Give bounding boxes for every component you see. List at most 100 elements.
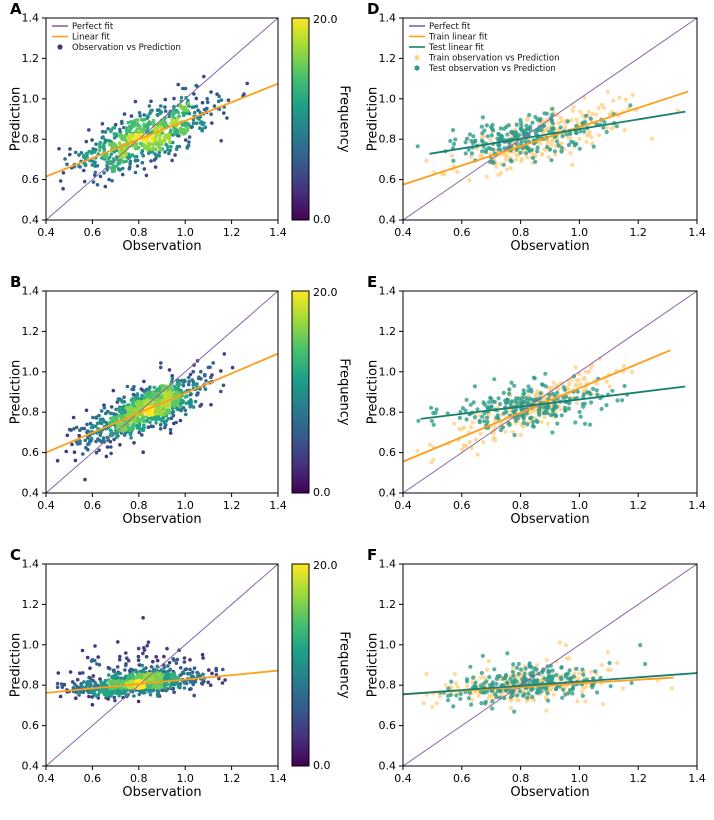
y-tick-label: 1.4 bbox=[22, 558, 40, 571]
panel-letter-F: F bbox=[367, 546, 378, 564]
perfect-fit-line bbox=[45, 563, 279, 767]
colorbar-max-label: 20.0 bbox=[313, 286, 338, 299]
perfect-fit-line bbox=[402, 17, 698, 221]
y-tick-label: 0.4 bbox=[22, 214, 40, 227]
x-tick-label: 1.0 bbox=[176, 226, 194, 239]
train-fit-line bbox=[402, 349, 671, 463]
train-fit-line bbox=[402, 90, 689, 186]
x-tick-label: 1.4 bbox=[688, 772, 706, 785]
legend-item-label: Train observation vs Prediction bbox=[428, 54, 559, 64]
panel-letter-E: E bbox=[367, 273, 378, 291]
y-axis-label: Prediction bbox=[8, 86, 24, 152]
y-tick-label: 0.8 bbox=[22, 133, 40, 146]
axis-ticks: 0.40.4 0.6 0.6 0.8 0.8 1.0 1.0 1.2 1.2 1.4 1.4 bbox=[22, 558, 287, 786]
x-tick-label: 0.4 bbox=[394, 226, 412, 239]
x-tick-label: 1.2 bbox=[223, 226, 241, 239]
y-tick-label: 0.6 bbox=[22, 719, 40, 732]
colorbar-min-label: 0.0 bbox=[313, 486, 331, 499]
x-tick-label: 0.4 bbox=[37, 772, 55, 785]
plot-frame bbox=[45, 17, 279, 221]
linear-fit-line bbox=[45, 352, 279, 454]
panel-D-canvas: 0.40.4 0.6 0.6 0.8 0.8 1.0 1.0 1.2 1.2 1.4 1.4 Perf… bbox=[379, 12, 706, 240]
y-tick-label: 0.8 bbox=[22, 406, 40, 419]
legend-item-label: Test observation vs Prediction bbox=[428, 64, 556, 74]
plot-frame bbox=[45, 290, 279, 494]
x-tick-label: 0.4 bbox=[37, 499, 55, 512]
y-tick-label: 0.8 bbox=[379, 133, 397, 146]
y-tick-label: 1.0 bbox=[22, 92, 40, 105]
x-tick-label: 1.4 bbox=[269, 499, 287, 512]
panel-D: D 0.4 0.4 0.6 0.6 0.8 0.8 1.0 1.0 1.2 1.2 1.4 1.4 Pe… bbox=[357, 0, 714, 273]
y-axis-label: Prediction bbox=[365, 359, 381, 425]
x-tick-label: 1.0 bbox=[176, 772, 194, 785]
x-tick-label: 1.0 bbox=[571, 772, 589, 785]
x-tick-label: 1.2 bbox=[629, 772, 647, 785]
y-tick-label: 1.2 bbox=[379, 52, 397, 65]
plot-frame bbox=[402, 563, 698, 767]
y-tick-label: 1.0 bbox=[379, 365, 397, 378]
x-axis-label: Observation bbox=[510, 239, 590, 254]
legend-dot-sample bbox=[57, 44, 63, 50]
colorbar-label: Frequency bbox=[336, 631, 352, 699]
legend-item-label: Test linear fit bbox=[428, 43, 485, 53]
legend-item-label: Linear fit bbox=[72, 33, 110, 43]
panel-letter-A: A bbox=[10, 0, 22, 18]
test-scatter-points bbox=[416, 371, 630, 438]
colorbar-max-label: 20.0 bbox=[313, 13, 338, 26]
y-tick-label: 0.4 bbox=[379, 214, 397, 227]
y-axis-label: Prediction bbox=[365, 86, 381, 152]
density-scatter-points bbox=[55, 616, 227, 707]
x-tick-label: 1.2 bbox=[629, 499, 647, 512]
x-tick-label: 0.6 bbox=[453, 226, 471, 239]
x-tick-label: 0.4 bbox=[394, 772, 412, 785]
y-tick-label: 1.2 bbox=[22, 52, 40, 65]
y-tick-label: 1.0 bbox=[22, 638, 40, 651]
linear-fit-line bbox=[45, 82, 279, 178]
x-tick-label: 0.4 bbox=[37, 226, 55, 239]
panel-A: A 0.4 0.4 0.6 0.6 0.8 0.8 1.0 1.0 1.2 1.2 1.4 1.4 Pe… bbox=[0, 0, 357, 273]
x-tick-label: 1.0 bbox=[571, 499, 589, 512]
x-axis-label: Observation bbox=[122, 239, 202, 254]
x-axis-label: Observation bbox=[122, 785, 202, 800]
axis-ticks: 0.40.4 0.6 0.6 0.8 0.8 1.0 1.0 1.2 1.2 1.4 1.4 bbox=[22, 12, 287, 240]
y-axis-label: Prediction bbox=[8, 359, 24, 425]
y-tick-label: 1.4 bbox=[22, 285, 40, 298]
legend-item-label: Perfect fit bbox=[429, 22, 471, 32]
y-tick-label: 0.4 bbox=[379, 760, 397, 773]
x-tick-label: 1.4 bbox=[269, 772, 287, 785]
legend-dot-sample bbox=[414, 65, 420, 71]
x-tick-label: 1.4 bbox=[269, 226, 287, 239]
panel-letter-B: B bbox=[10, 273, 22, 291]
x-tick-label: 0.8 bbox=[130, 499, 148, 512]
panel-C: C 0.4 0.4 0.6 0.6 0.8 0.8 1.0 1.0 1.2 1.2 1.4 1.4 20… bbox=[0, 546, 357, 820]
axis-ticks: 0.40.4 0.6 0.6 0.8 0.8 1.0 1.0 1.2 1.2 1.4 1.4 bbox=[379, 285, 706, 513]
axis-ticks: 0.40.4 0.6 0.6 0.8 0.8 1.0 1.0 1.2 1.2 1.4 1.4 bbox=[379, 558, 706, 786]
x-tick-label: 0.8 bbox=[512, 772, 529, 785]
y-tick-label: 0.4 bbox=[379, 487, 397, 500]
y-tick-label: 0.6 bbox=[379, 446, 397, 459]
x-tick-label: 1.2 bbox=[223, 499, 241, 512]
test-fit-line bbox=[429, 110, 686, 155]
perfect-fit-line bbox=[402, 563, 698, 767]
panel-E-canvas: 0.40.4 0.6 0.6 0.8 0.8 1.0 1.0 1.2 1.2 1.4 1.4 bbox=[379, 285, 706, 513]
x-tick-label: 0.8 bbox=[512, 226, 529, 239]
panel-F: F 0.4 0.4 0.6 0.6 0.8 0.8 1.0 1.0 1.2 1.2 1.4 1.4 O… bbox=[357, 546, 714, 820]
y-tick-label: 1.0 bbox=[379, 638, 397, 651]
y-tick-label: 1.4 bbox=[379, 558, 397, 571]
legend-item-label: Train linear fit bbox=[428, 33, 488, 43]
plot-frame bbox=[45, 563, 279, 767]
colorbar-min-label: 0.0 bbox=[313, 759, 331, 772]
perfect-fit-line bbox=[45, 290, 279, 494]
y-tick-label: 0.8 bbox=[379, 406, 397, 419]
y-axis-label: Prediction bbox=[365, 632, 381, 698]
perfect-fit-line bbox=[45, 17, 279, 221]
y-tick-label: 0.6 bbox=[379, 719, 397, 732]
y-tick-label: 1.2 bbox=[379, 325, 397, 338]
x-tick-label: 1.4 bbox=[688, 499, 706, 512]
x-tick-label: 1.0 bbox=[571, 226, 589, 239]
colorbar-min-label: 0.0 bbox=[313, 213, 331, 226]
panel-C-canvas: 0.40.4 0.6 0.6 0.8 0.8 1.0 1.0 1.2 1.2 1.4 1.4 20.0… bbox=[22, 558, 338, 786]
y-tick-label: 0.8 bbox=[379, 679, 397, 692]
y-tick-label: 1.4 bbox=[379, 285, 397, 298]
